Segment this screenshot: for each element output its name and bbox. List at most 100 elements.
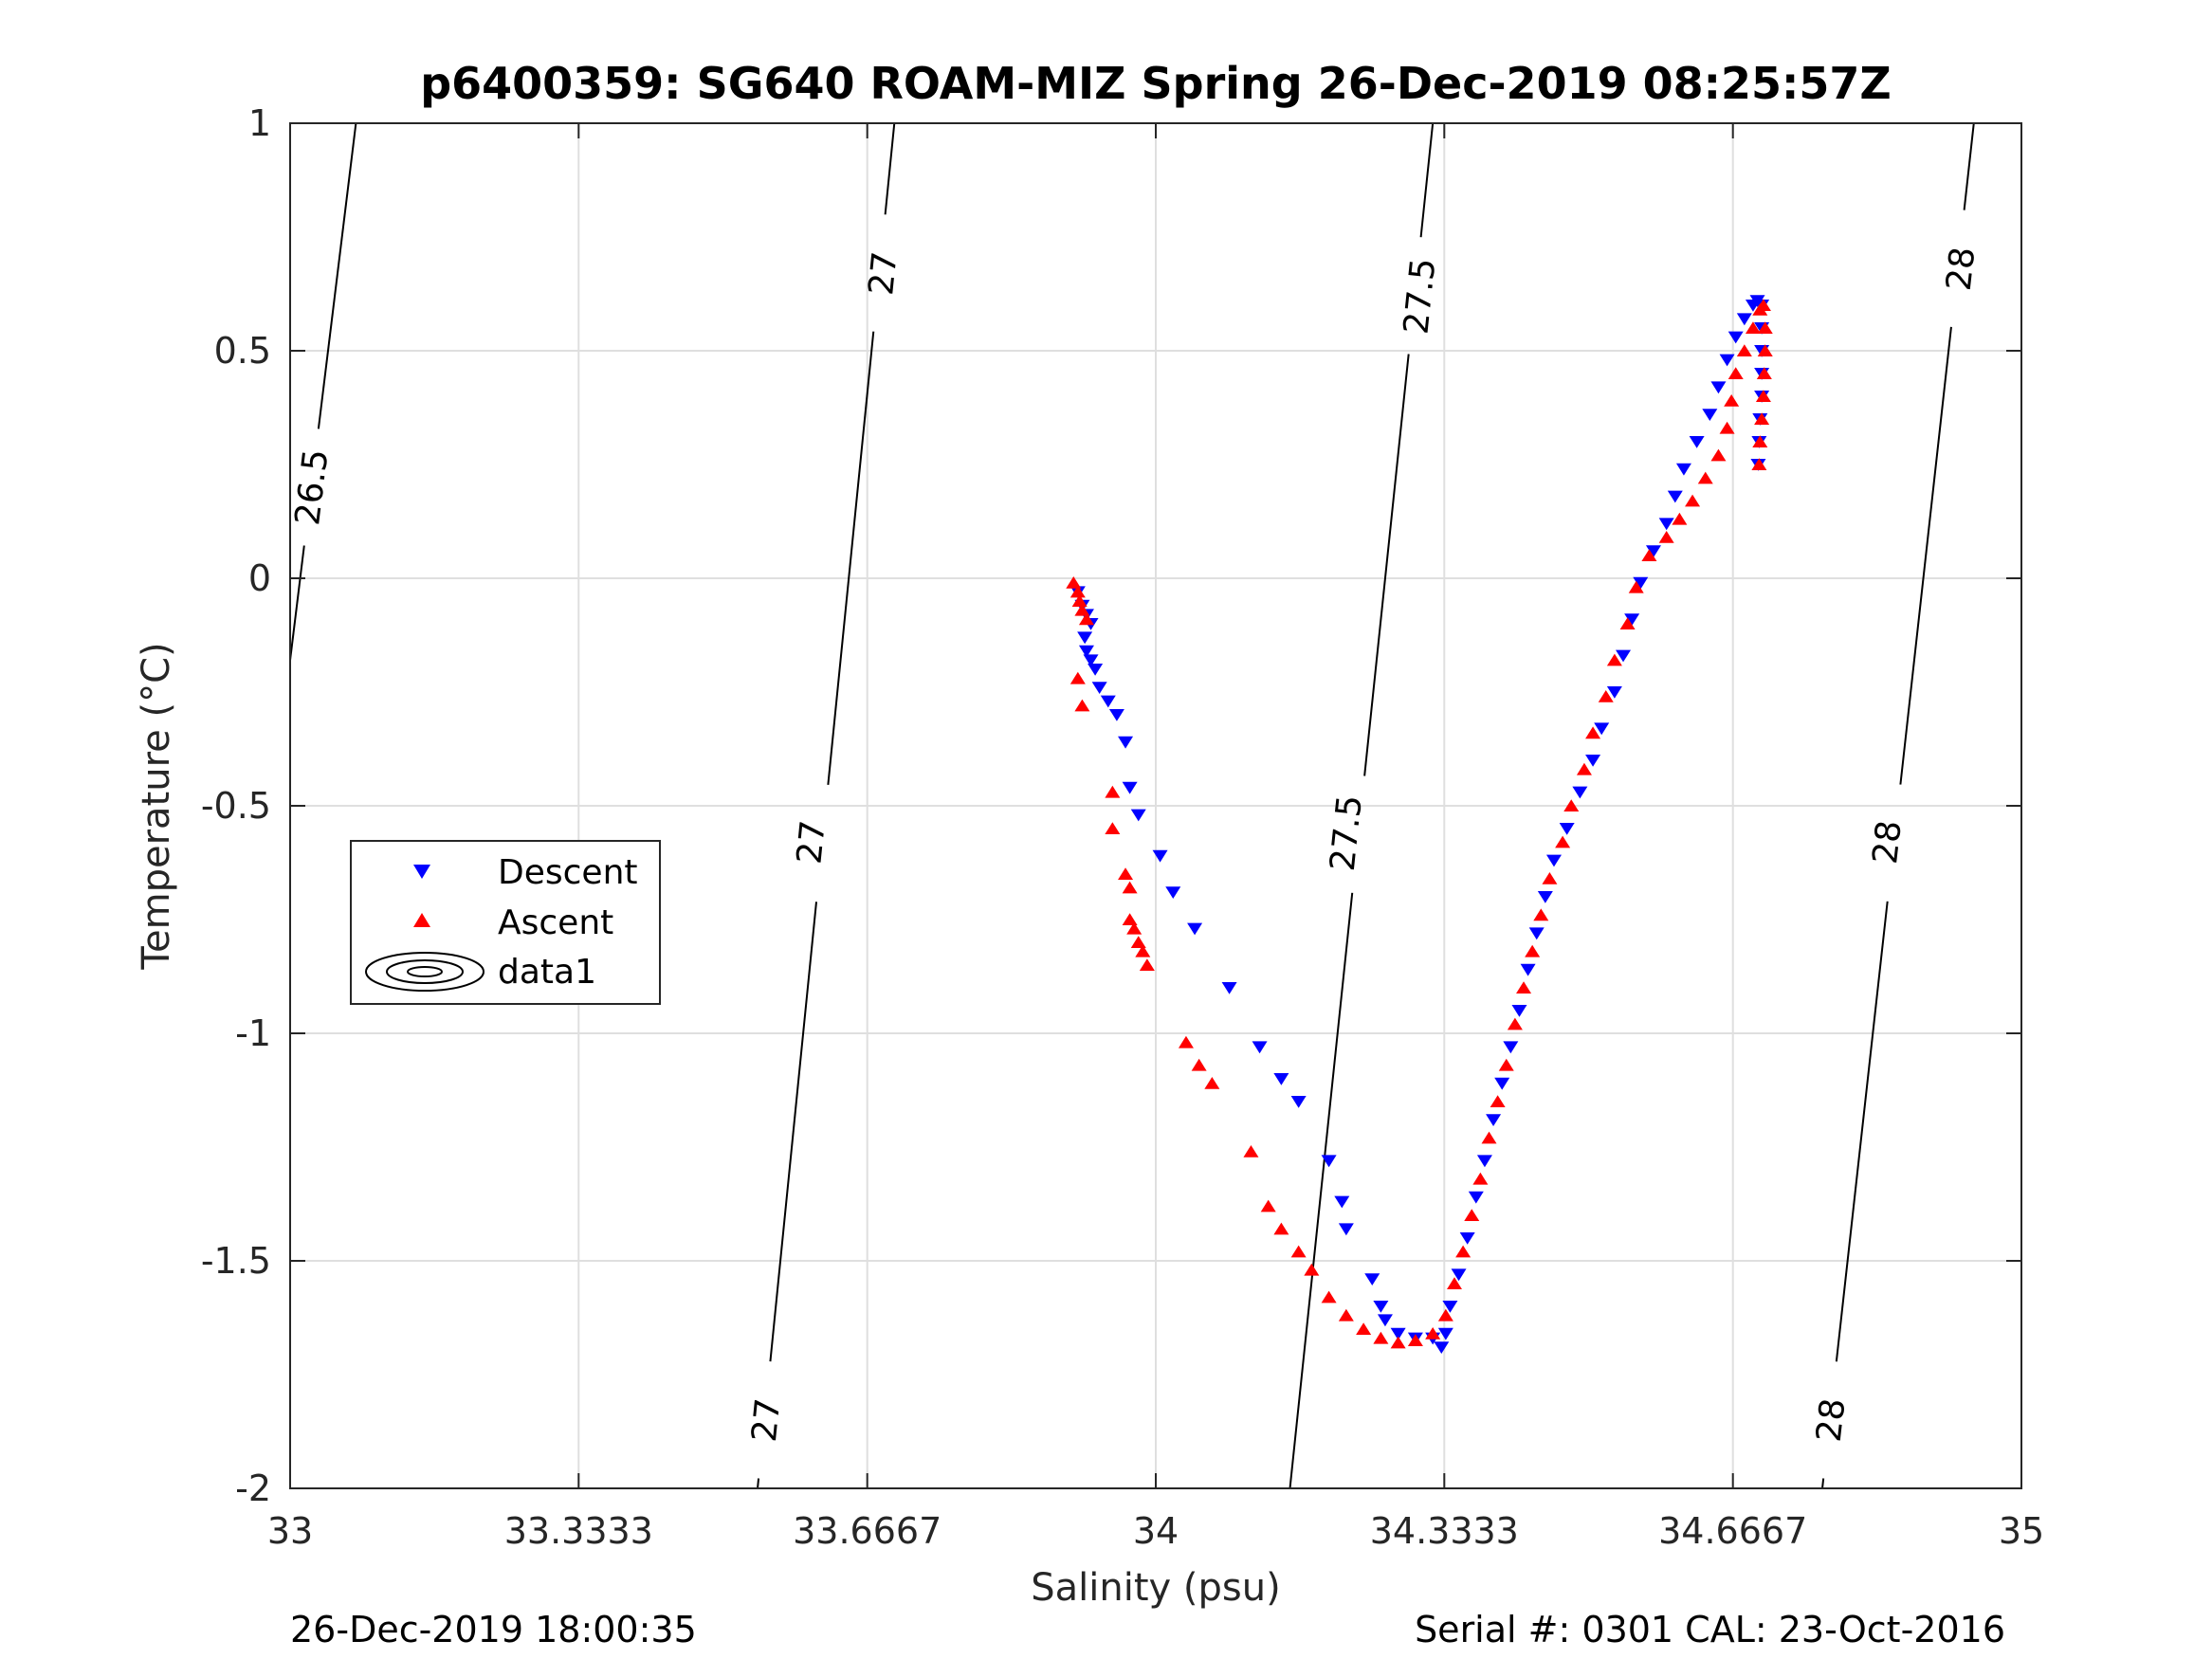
descent-point — [1710, 381, 1727, 394]
descent-point — [1451, 1268, 1467, 1282]
ascent-point — [1139, 958, 1155, 971]
legend-contour-icon — [365, 952, 484, 992]
density-contour-line — [1835, 901, 1889, 1362]
ascent-point — [1078, 612, 1094, 626]
x-axis-label: Salinity (psu) — [1031, 1566, 1280, 1610]
legend-descent-marker — [413, 865, 430, 879]
descent-point — [1486, 1114, 1502, 1126]
descent-point — [1667, 490, 1683, 503]
density-contour-line — [1419, 122, 1435, 238]
descent-point — [1468, 1191, 1484, 1204]
contour-label: 28 — [1810, 1396, 1854, 1444]
x-tick-label: 34 — [1133, 1510, 1179, 1552]
ascent-point — [1533, 908, 1549, 921]
descent-point — [1616, 649, 1632, 663]
descent-point — [1165, 886, 1181, 899]
ascent-point — [1130, 936, 1146, 948]
ascent-point — [1757, 321, 1773, 334]
data-points — [1066, 295, 1773, 1354]
descent-point — [1091, 682, 1107, 694]
ascent-point — [1105, 822, 1121, 834]
ascent-point — [1243, 1145, 1259, 1158]
descent-point — [1658, 518, 1674, 531]
ascent-point — [1481, 1131, 1497, 1144]
descent-point — [1187, 922, 1203, 936]
ascent-point — [1658, 531, 1674, 543]
descent-point — [1321, 1155, 1337, 1168]
descent-point — [1594, 722, 1610, 736]
descent-point — [1152, 849, 1168, 863]
ascent-point — [1555, 835, 1571, 848]
contour-label: 27.5 — [1324, 793, 1370, 873]
contour-label: 26.5 — [288, 447, 336, 528]
ascent-point — [1542, 872, 1558, 884]
ascent-point — [1641, 549, 1657, 561]
descent-point — [1390, 1327, 1406, 1340]
contour-label: 27 — [790, 819, 832, 866]
ascent-point — [1585, 726, 1601, 739]
ascent-point — [1118, 867, 1134, 880]
descent-point — [1624, 613, 1640, 626]
ascent-point — [1628, 580, 1644, 593]
x-tick-label: 33 — [267, 1510, 313, 1552]
density-contour-line — [1363, 354, 1410, 776]
descent-point — [1100, 695, 1116, 708]
ascent-point — [1755, 390, 1771, 402]
descent-point — [1689, 436, 1705, 448]
ascent-point — [1619, 617, 1636, 629]
descent-point — [1728, 331, 1744, 344]
ascent-point — [1606, 653, 1622, 666]
y-tick-label: 0 — [248, 557, 271, 599]
density-contour-line — [884, 122, 896, 215]
ascent-point — [1290, 1245, 1307, 1258]
ascent-point — [1126, 921, 1143, 935]
x-tick-label: 33.3333 — [504, 1510, 653, 1552]
descent-point — [1572, 786, 1588, 799]
descent-point — [1520, 963, 1536, 976]
descent-point — [1559, 823, 1575, 835]
descent-point — [1088, 664, 1104, 676]
density-contour-line — [317, 122, 357, 429]
ascent-point — [1755, 299, 1771, 311]
descent-point — [1645, 545, 1661, 557]
descent-point — [1736, 313, 1752, 326]
ascent-point — [1464, 1209, 1480, 1221]
ascent-point — [1752, 435, 1768, 447]
descent-point — [1702, 409, 1718, 421]
ascent-point — [1745, 321, 1761, 334]
ascent-point — [1710, 448, 1727, 462]
descent-point — [1221, 982, 1237, 994]
density-contour-line — [1899, 326, 1952, 785]
ascent-point — [1191, 1058, 1207, 1071]
ascent-point — [1178, 1035, 1194, 1048]
ascent-point — [1338, 1308, 1354, 1322]
density-contour-line — [757, 1478, 760, 1489]
density-contour-line — [827, 331, 875, 785]
descent-point — [1528, 927, 1545, 940]
descent-point — [1675, 463, 1691, 476]
ascent-point — [1425, 1327, 1441, 1340]
legend-descent-label: Descent — [498, 853, 638, 892]
ascent-point — [1472, 1172, 1489, 1185]
descent-point — [1338, 1223, 1354, 1236]
y-tick-label: 0.5 — [214, 330, 271, 372]
ascent-point — [1728, 367, 1744, 379]
descent-point — [1373, 1301, 1389, 1313]
ascent-point — [1719, 421, 1735, 434]
descent-point — [1077, 631, 1093, 645]
ascent-point — [1751, 458, 1767, 470]
descent-point — [1118, 736, 1134, 749]
ascent-point — [1204, 1077, 1220, 1089]
descent-point — [1377, 1314, 1393, 1327]
ascent-point — [1498, 1058, 1514, 1071]
ascent-point — [1516, 981, 1532, 994]
density-contour-line — [769, 902, 817, 1362]
x-tick-label: 35 — [1999, 1510, 2044, 1552]
ascent-point — [1069, 671, 1086, 684]
contour-label: 28 — [1940, 246, 1983, 293]
axis-ticks: 33 33.3333 33.6667 34 34.3333 34.6667 35 -2 -1.5… — [201, 102, 2044, 1552]
ascent-point — [1122, 913, 1138, 925]
y-tick-label: 1 — [248, 102, 271, 144]
y-tick-label: -2 — [235, 1468, 271, 1509]
